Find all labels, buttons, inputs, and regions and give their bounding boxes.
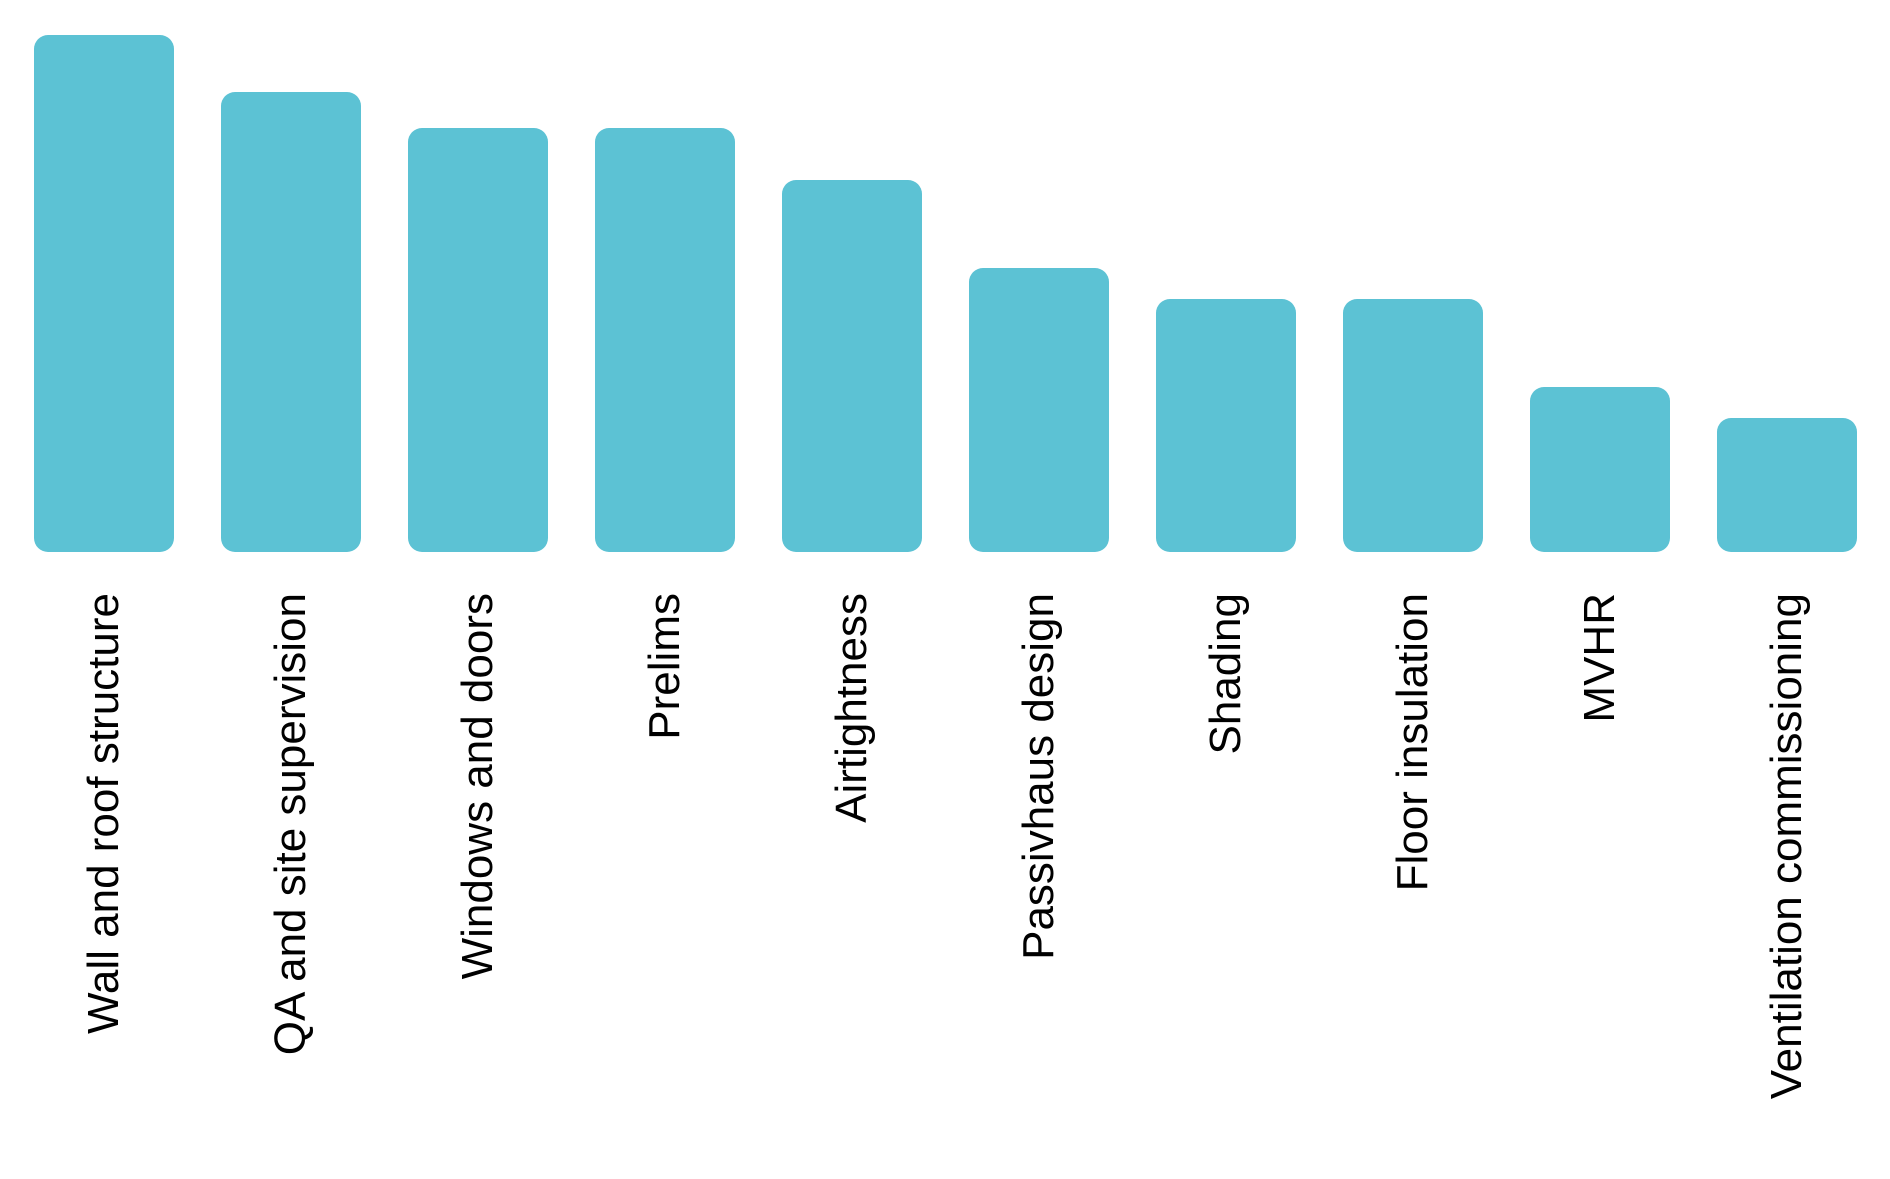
label-cell-prelims: Prelims [595,593,735,1179]
x-tick-label: Ventilation commissioning [1761,593,1811,1100]
label-cell-qa-and-site-supervision: QA and site supervision [221,593,361,1179]
x-tick-label: Floor insulation [1387,593,1437,892]
x-tick-label: Windows and doors [452,593,502,980]
bar-wall-and-roof-structure [34,35,174,552]
bar-ventilation-commissioning [1717,418,1857,552]
label-cell-wall-and-roof-structure: Wall and roof structure [34,593,174,1179]
label-cell-passivhaus-design: Passivhaus design [969,593,1109,1179]
x-tick-label: QA and site supervision [265,593,315,1056]
x-tick-label: MVHR [1574,593,1624,723]
x-tick-label: Prelims [639,593,689,740]
bar-airtightness [782,180,922,552]
bar-prelims [595,128,735,552]
x-tick-label: Passivhaus design [1013,593,1063,960]
bars-row [0,0,1890,552]
bar-mvhr [1530,387,1670,552]
bar-qa-and-site-supervision [221,92,361,552]
label-cell-mvhr: MVHR [1530,593,1670,1179]
label-cell-floor-insulation: Floor insulation [1343,593,1483,1179]
bar-passivhaus-design [969,268,1109,552]
bar-shading [1156,299,1296,552]
label-cell-airtightness: Airtightness [782,593,922,1179]
bar-floor-insulation [1343,299,1483,552]
bar-windows-and-doors [408,128,548,552]
x-tick-label: Airtightness [826,593,876,823]
label-cell-windows-and-doors: Windows and doors [408,593,548,1179]
x-tick-label: Wall and roof structure [78,593,128,1034]
label-cell-shading: Shading [1156,593,1296,1179]
label-cell-ventilation-commissioning: Ventilation commissioning [1717,593,1857,1179]
labels-row: Wall and roof structure QA and site super… [0,552,1890,1179]
x-tick-label: Shading [1200,593,1250,755]
